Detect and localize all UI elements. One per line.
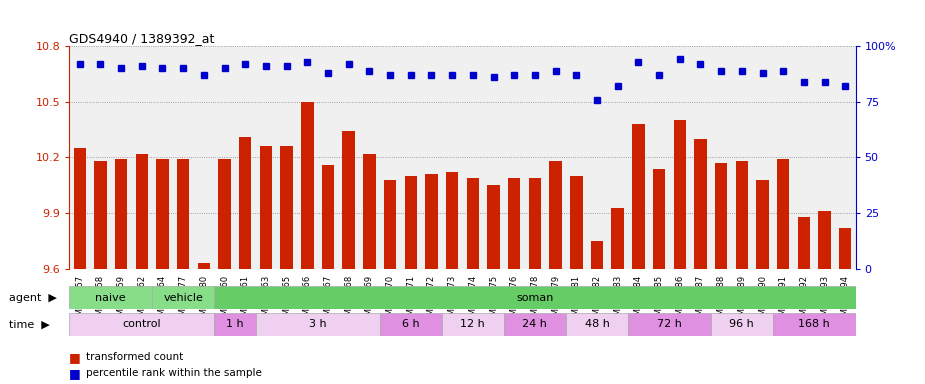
Text: 168 h: 168 h <box>798 319 830 329</box>
Bar <box>73 148 86 269</box>
Bar <box>426 174 438 269</box>
Bar <box>777 159 789 269</box>
Text: 12 h: 12 h <box>461 319 486 329</box>
Bar <box>302 102 314 269</box>
Bar <box>342 131 355 269</box>
Bar <box>136 154 148 269</box>
Bar <box>549 161 561 269</box>
Text: 24 h: 24 h <box>523 319 548 329</box>
Bar <box>215 313 255 336</box>
Bar <box>529 178 541 269</box>
Bar <box>715 163 727 269</box>
Text: percentile rank within the sample: percentile rank within the sample <box>86 368 262 378</box>
Bar <box>673 120 686 269</box>
Bar <box>380 313 442 336</box>
Bar <box>773 313 856 336</box>
Bar <box>504 313 566 336</box>
Bar <box>260 146 272 269</box>
Bar <box>322 165 334 269</box>
Bar <box>404 176 417 269</box>
Bar <box>198 263 210 269</box>
Bar <box>466 178 479 269</box>
Bar <box>156 159 168 269</box>
Text: 6 h: 6 h <box>402 319 420 329</box>
Text: GDS4940 / 1389392_at: GDS4940 / 1389392_at <box>69 32 215 45</box>
Bar <box>177 159 190 269</box>
Bar <box>632 124 645 269</box>
Text: soman: soman <box>516 293 553 303</box>
Text: 48 h: 48 h <box>585 319 610 329</box>
Bar <box>628 313 710 336</box>
Bar <box>239 137 252 269</box>
Text: naive: naive <box>95 293 126 303</box>
Bar <box>487 185 500 269</box>
Bar <box>94 161 106 269</box>
Bar <box>364 154 376 269</box>
Bar <box>442 313 504 336</box>
Bar <box>735 161 748 269</box>
Bar <box>611 207 623 269</box>
Text: agent  ▶: agent ▶ <box>9 293 57 303</box>
Bar <box>446 172 459 269</box>
Bar <box>710 313 773 336</box>
Text: 3 h: 3 h <box>309 319 327 329</box>
Text: 72 h: 72 h <box>657 319 682 329</box>
Bar <box>218 159 230 269</box>
Bar <box>152 286 215 309</box>
Text: ■: ■ <box>69 367 85 380</box>
Text: transformed count: transformed count <box>86 352 183 362</box>
Bar <box>508 178 521 269</box>
Bar <box>69 313 215 336</box>
Text: 96 h: 96 h <box>730 319 754 329</box>
Bar <box>653 169 665 269</box>
Text: time  ▶: time ▶ <box>9 319 50 329</box>
Text: control: control <box>122 319 161 329</box>
Bar <box>115 159 128 269</box>
Bar <box>570 176 583 269</box>
Bar <box>757 180 769 269</box>
Bar <box>695 139 707 269</box>
Bar <box>69 286 152 309</box>
Bar <box>255 313 380 336</box>
Bar <box>280 146 293 269</box>
Text: ■: ■ <box>69 351 85 364</box>
Bar <box>797 217 810 269</box>
Text: 1 h: 1 h <box>226 319 243 329</box>
Bar <box>566 313 628 336</box>
Bar <box>819 211 831 269</box>
Bar <box>215 286 856 309</box>
Bar <box>839 228 852 269</box>
Bar <box>591 241 603 269</box>
Text: vehicle: vehicle <box>163 293 204 303</box>
Bar <box>384 180 396 269</box>
